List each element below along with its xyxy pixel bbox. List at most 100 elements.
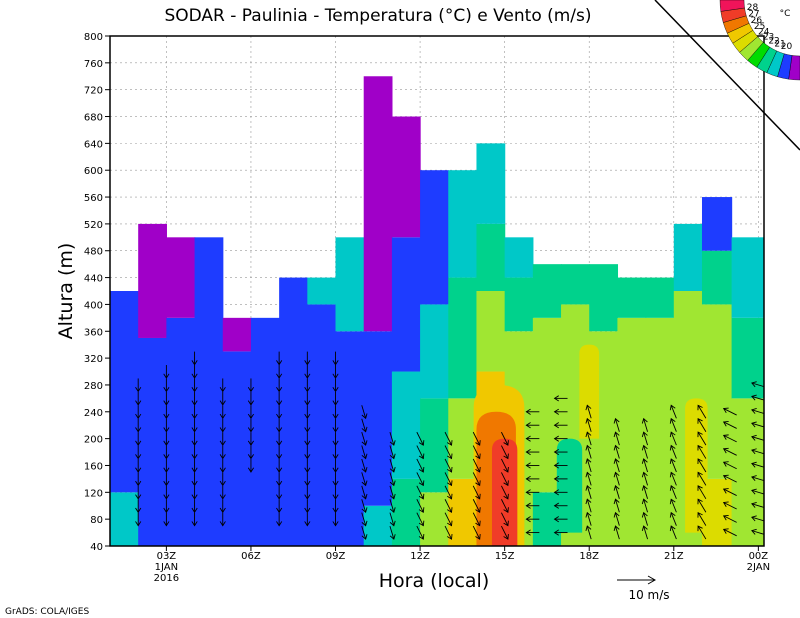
wind-arrowhead	[191, 521, 198, 527]
wind-arrowhead	[669, 525, 676, 532]
wind-arrow	[416, 485, 424, 500]
wind-arrowhead	[163, 440, 170, 446]
wind-arrowhead	[751, 394, 757, 401]
wind-arrowhead	[751, 381, 757, 388]
wind-arrow	[697, 512, 707, 526]
wind-arrowhead	[276, 507, 283, 514]
y-tick-label: 720	[84, 86, 103, 97]
wind-arrow	[361, 458, 367, 473]
wind-arrowhead	[361, 426, 368, 433]
wind-arrowhead	[751, 502, 757, 508]
wind-arrowhead	[503, 466, 509, 473]
wind-arrow	[697, 418, 707, 432]
wind-arrowhead	[697, 417, 703, 424]
temperature-cell	[420, 304, 449, 399]
wind-arrowhead	[191, 454, 198, 460]
colorbar-level-label: 24	[758, 27, 770, 37]
wind-arrowhead	[553, 475, 559, 482]
temperature-cell	[645, 317, 675, 546]
wind-arrow	[751, 409, 764, 414]
colorbar-level-label: 28	[747, 3, 759, 13]
wind-arrow	[389, 485, 395, 499]
wind-arrowhead	[191, 386, 198, 393]
x-tick-label: 12Z	[410, 551, 430, 562]
wind-arrow	[586, 432, 592, 446]
wind-arrow	[643, 499, 648, 513]
temperature-cell	[222, 317, 252, 352]
wind-arrowhead	[697, 498, 703, 505]
wind-arrowhead	[304, 360, 311, 366]
wind-arrow	[643, 472, 648, 486]
y-tick-label: 400	[84, 300, 103, 311]
wind-arrow	[670, 499, 677, 513]
wind-arrow	[361, 472, 367, 486]
wind-scale-label: 10 m/s	[628, 588, 669, 602]
temperature-cell	[391, 478, 421, 546]
wind-arrowhead	[276, 454, 283, 460]
x-tick-label: 18Z	[579, 551, 599, 562]
wind-arrowhead	[219, 507, 226, 514]
wind-arrowhead	[219, 386, 226, 393]
wind-arrow	[615, 418, 620, 432]
wind-arrowhead	[503, 520, 509, 527]
wind-arrowhead	[697, 525, 703, 532]
wind-arrow	[444, 431, 452, 446]
x-tick-date: 1JAN	[155, 562, 178, 573]
wind-arrowhead	[163, 494, 170, 500]
wind-arrowhead	[722, 407, 729, 414]
wind-arrowhead	[613, 498, 620, 505]
wind-arrowhead	[219, 440, 226, 446]
temperature-cell	[194, 237, 224, 546]
grads-credit: GrADS: COLA/IGES	[5, 607, 89, 617]
temperature-cell	[476, 223, 506, 291]
wind-arrowhead	[135, 480, 142, 487]
wind-arrowhead	[585, 525, 592, 532]
wind-arrowhead	[247, 386, 255, 393]
temperature-cell	[335, 331, 365, 546]
wind-arrowhead	[553, 516, 559, 523]
plot-area	[110, 36, 764, 546]
wind-arrowhead	[389, 440, 396, 446]
wind-arrowhead	[669, 458, 676, 464]
temperature-cell	[110, 291, 139, 493]
wind-arrowhead	[585, 431, 592, 438]
wind-arrowhead	[585, 498, 592, 505]
wind-arrowhead	[332, 413, 339, 420]
wind-arrowhead	[418, 480, 425, 487]
temperature-cell	[307, 304, 337, 546]
wind-arrowhead	[475, 507, 481, 513]
temperature-cell	[363, 76, 393, 332]
wind-arrowhead	[475, 520, 481, 527]
wind-arrow	[670, 525, 677, 540]
wind-arrow	[615, 445, 620, 459]
wind-arrowhead	[163, 480, 170, 487]
wind-arrowhead	[163, 413, 170, 420]
x-tick-label: 00Z	[749, 551, 769, 562]
wind-arrowhead	[418, 507, 425, 513]
wind-arrowhead	[276, 427, 283, 433]
colorbar-level-label: 25	[754, 22, 765, 32]
wind-arrowhead	[722, 447, 729, 454]
temperature-cell	[138, 337, 167, 546]
temperature-cell	[420, 170, 449, 305]
wind-arrowhead	[585, 444, 592, 451]
wind-arrowhead	[191, 413, 198, 420]
wind-arrowhead	[135, 400, 142, 406]
y-tick-label: 320	[84, 354, 103, 365]
wind-arrowhead	[447, 507, 453, 513]
wind-arrowhead	[361, 440, 368, 446]
wind-arrowhead	[697, 471, 703, 478]
y-tick-label: 160	[84, 461, 103, 472]
wind-arrow	[444, 512, 452, 526]
temperature-cell	[701, 197, 733, 251]
wind-arrowhead	[585, 511, 592, 518]
wind-arrowhead	[669, 431, 676, 438]
wind-arrowhead	[475, 480, 481, 487]
colorbar-level-label: 23	[763, 32, 774, 42]
wind-arrowhead	[722, 514, 729, 521]
wind-arrow	[361, 445, 367, 459]
wind-arrowhead	[389, 507, 396, 514]
wind-arrowhead	[613, 511, 620, 518]
wind-arrow	[444, 472, 452, 486]
wind-arrow	[615, 485, 620, 499]
